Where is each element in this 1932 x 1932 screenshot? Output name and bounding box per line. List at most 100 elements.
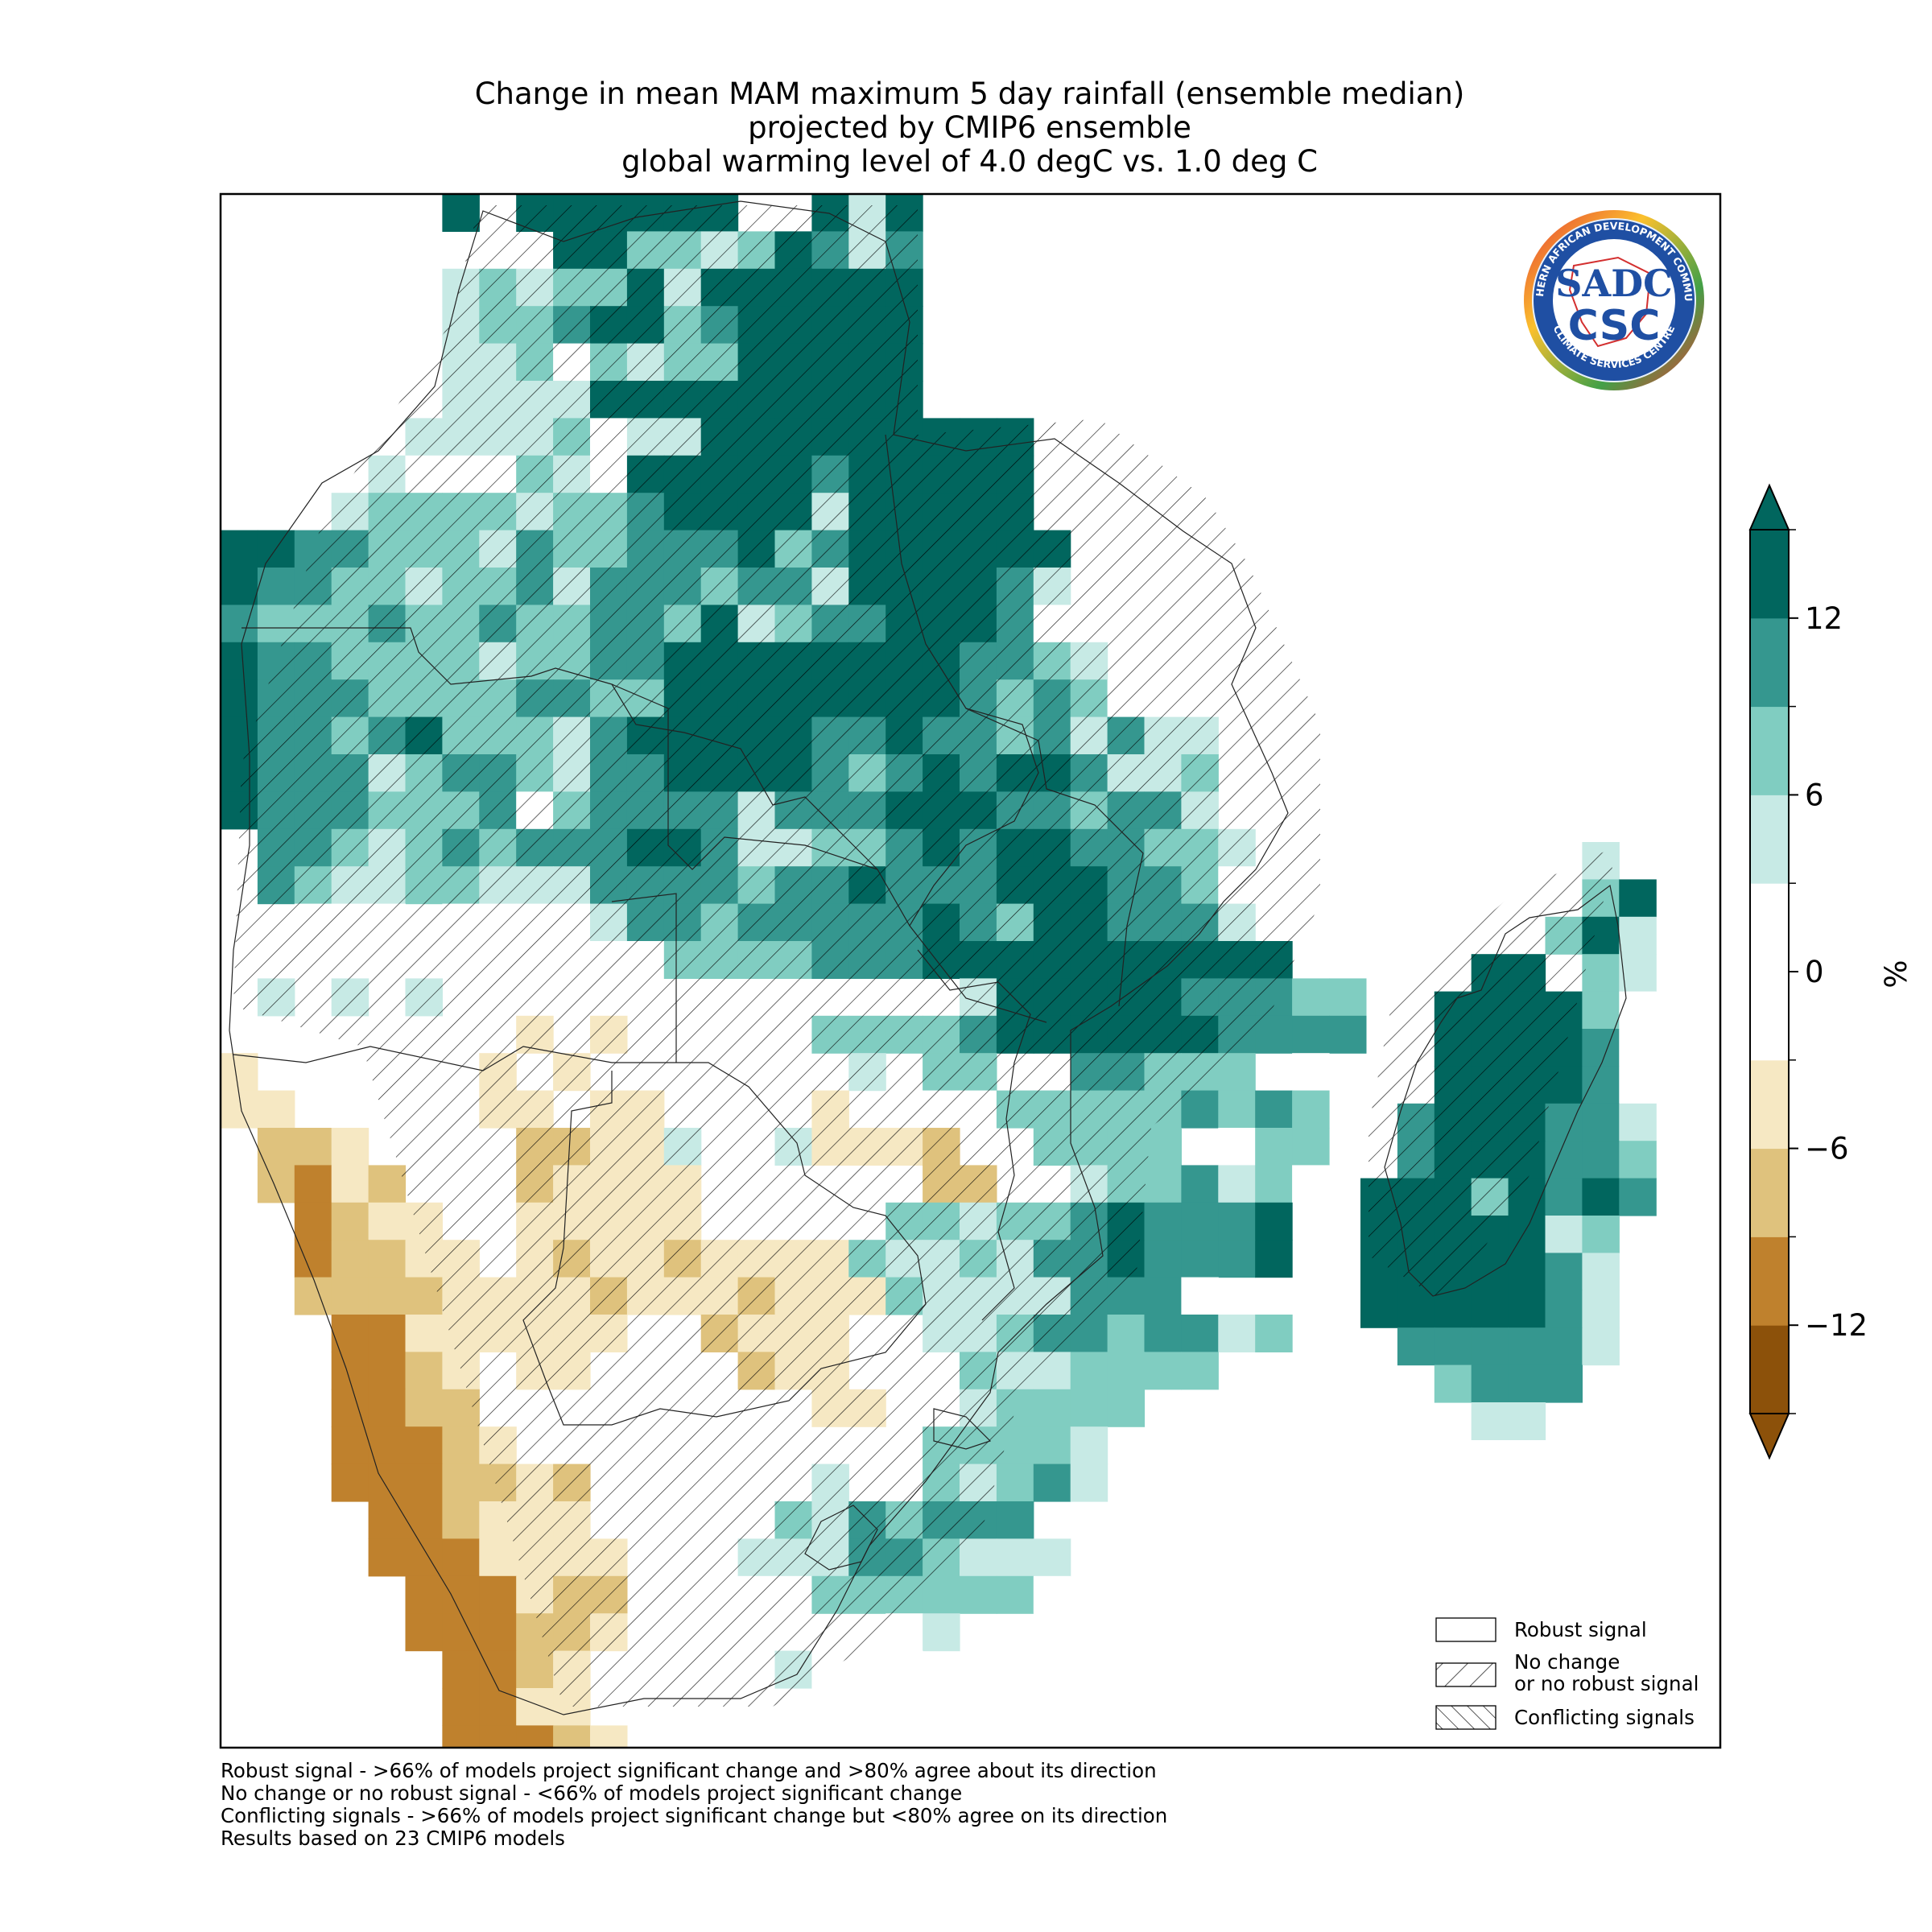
map-cell	[1619, 1066, 1657, 1104]
map-cell	[405, 1352, 443, 1390]
map-cell	[1545, 1103, 1583, 1141]
map-cell	[1471, 1253, 1509, 1291]
colorbar-tick-label: 0	[1805, 955, 1824, 989]
map-cell	[1508, 1327, 1546, 1366]
logo-monogram-bottom: CSC	[1568, 302, 1661, 350]
map-cell	[405, 1613, 443, 1652]
colorbar-extend-min	[1748, 1413, 1790, 1460]
map-cell	[1582, 1216, 1620, 1253]
map-cell	[479, 1538, 517, 1577]
map-cell	[1360, 1290, 1398, 1328]
colorbar-segment	[1750, 1236, 1789, 1326]
map-cell	[1255, 1240, 1293, 1278]
map-cell	[1292, 1128, 1330, 1166]
map-cell	[294, 1277, 332, 1315]
map-cell	[405, 1426, 443, 1465]
map-cell	[1508, 1290, 1546, 1328]
map-cell	[331, 1463, 369, 1502]
map-cell	[442, 1575, 480, 1614]
map-cell	[1582, 1141, 1620, 1179]
map-cell	[1107, 1315, 1146, 1352]
map-cell	[442, 194, 480, 232]
map-cell	[1582, 1327, 1620, 1366]
colorbar-unit-label: %	[1879, 960, 1913, 988]
map-cell	[1033, 1426, 1071, 1465]
map-cell	[516, 1688, 554, 1726]
country-borders	[229, 200, 1627, 1715]
map-cell	[442, 1725, 480, 1748]
map-cell	[405, 1463, 443, 1502]
map-cell	[1218, 1165, 1256, 1203]
map-cell	[1582, 954, 1620, 993]
hatch-overlay	[233, 205, 1618, 1707]
colorbar-segment	[1750, 1148, 1789, 1237]
map-cell	[479, 1688, 517, 1726]
map-cell	[1397, 1327, 1435, 1366]
map-cell	[294, 1165, 332, 1203]
map-cell	[1582, 1290, 1620, 1328]
map-cell	[1619, 1103, 1657, 1141]
title-line-2: projected by CMIP6 ensemble	[748, 110, 1191, 145]
map-cell	[405, 1315, 443, 1352]
map-cell	[1545, 1216, 1583, 1253]
legend-label-no-change-2: or no robust signal	[1514, 1672, 1699, 1695]
map-cell	[331, 1389, 369, 1427]
map-cell	[996, 1463, 1034, 1502]
map-cell	[331, 1202, 369, 1241]
map-cell	[442, 1538, 480, 1577]
map-cell	[996, 1575, 1034, 1614]
map-cell	[1144, 1202, 1182, 1241]
map-cell	[221, 605, 258, 643]
map-cell	[442, 1650, 480, 1689]
map-cell	[368, 1352, 407, 1390]
map-cell	[1033, 1538, 1071, 1577]
colorbar-tick-label: 12	[1805, 601, 1843, 636]
map-cell	[368, 1501, 407, 1539]
note-robust: Robust signal - >66% of models project s…	[221, 1759, 1157, 1782]
map-cell	[368, 1463, 407, 1502]
colorbar-extend-max	[1748, 483, 1790, 530]
map-cell	[1144, 1277, 1182, 1315]
map-cell	[1582, 1253, 1620, 1291]
map-cell	[516, 1650, 554, 1689]
map-cell	[1181, 1315, 1219, 1352]
map-cell	[442, 1613, 480, 1652]
map-cell	[1619, 1141, 1657, 1179]
map-cell	[1144, 1315, 1182, 1352]
map-cell	[1329, 978, 1367, 1017]
map-cell	[1033, 1389, 1071, 1427]
map-cell	[257, 1128, 295, 1166]
map-cell	[1255, 1202, 1293, 1241]
legend-label-conflicting: Conflicting signals	[1514, 1706, 1695, 1729]
map-cell	[1255, 1315, 1293, 1352]
map-cell	[221, 1053, 258, 1092]
map-cell	[1070, 1352, 1108, 1390]
map-cell	[442, 1688, 480, 1726]
colorbar-segment	[1750, 1325, 1789, 1414]
map-cell	[405, 1575, 443, 1614]
map-cell	[996, 1538, 1034, 1577]
map-cell	[1144, 1128, 1182, 1166]
map-cell	[331, 1240, 369, 1278]
map-cell	[1070, 1426, 1108, 1465]
map-cell	[1619, 1029, 1657, 1067]
map-cell	[1292, 1090, 1330, 1129]
colorbar-segment	[1750, 795, 1789, 884]
map-cell	[960, 1575, 997, 1614]
colorbar-segment	[1750, 530, 1789, 619]
map-cell	[1545, 1364, 1583, 1403]
map-cell	[923, 1613, 960, 1652]
plot-frame	[219, 192, 1722, 1749]
map-cell	[1545, 1290, 1583, 1328]
map-cell	[1434, 1364, 1472, 1403]
map-cell	[996, 1501, 1034, 1539]
map-cell	[1181, 1277, 1219, 1315]
map-cell	[221, 679, 258, 718]
map-cell	[368, 1240, 407, 1278]
map-cell	[221, 568, 258, 605]
map-cell	[1144, 1240, 1182, 1278]
map-cell	[1471, 1364, 1509, 1403]
map-cell	[1218, 1240, 1256, 1278]
map-cell	[516, 1725, 554, 1748]
